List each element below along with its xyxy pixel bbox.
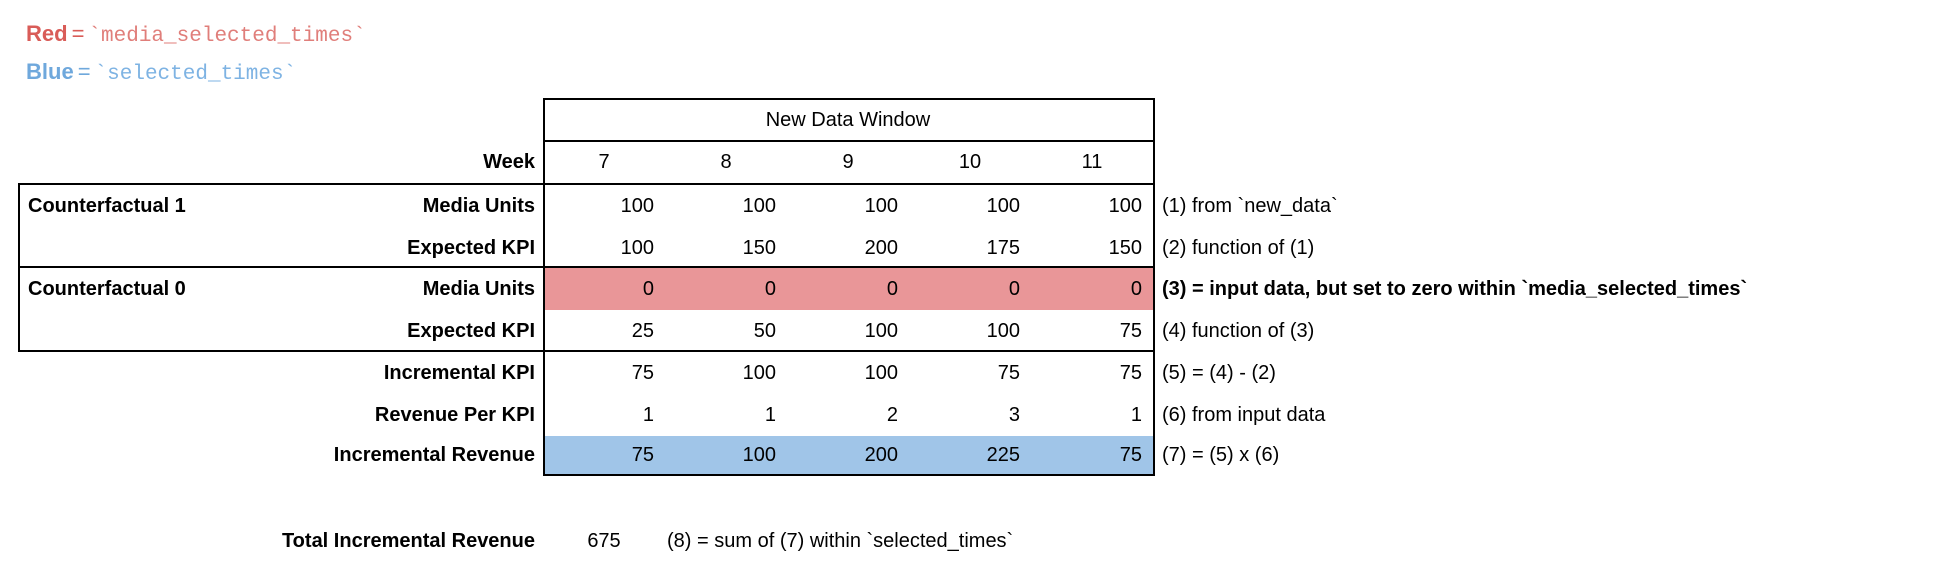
cell-value: 100	[620, 195, 654, 217]
table-row-incremental-revenue: Incremental Revenue 75 100 200 225 75 (7…	[0, 434, 1960, 476]
table-border-counterfactual0-bottom	[18, 350, 1155, 352]
cell-value: 1	[764, 404, 776, 426]
group-label-counterfactual-1: Counterfactual 1	[28, 195, 186, 217]
legend-red-term: Red	[26, 21, 68, 46]
cell-value: 100	[986, 195, 1020, 217]
cell-value: 175	[986, 237, 1020, 259]
total-label: Total Incremental Revenue	[281, 530, 535, 552]
week-column-header: 11	[1081, 151, 1103, 173]
cell-value: 75	[1119, 320, 1142, 342]
table-border-left-boxes	[18, 183, 20, 352]
table-border-data-right	[1153, 98, 1155, 476]
legend-red-code: `media_selected_times`	[88, 25, 366, 48]
table-row-revenue-per-kpi: Revenue Per KPI 1 1 2 3 1 (6) from input…	[0, 394, 1960, 436]
row-label: Expected KPI	[407, 320, 535, 342]
cell-value: 100	[986, 320, 1020, 342]
table-border-under-header	[543, 140, 1155, 142]
total-row: Total Incremental Revenue 675 (8) = sum …	[0, 520, 1960, 562]
cell-value: 0	[886, 278, 898, 300]
group-label-counterfactual-0: Counterfactual 0	[28, 278, 186, 300]
cell-value: 100	[742, 444, 776, 466]
cell-value: 100	[620, 237, 654, 259]
cell-value: 150	[1108, 237, 1142, 259]
cell-value: 3	[1008, 404, 1020, 426]
legend-red-equals: =	[71, 21, 85, 46]
total-note: (8) = sum of (7) within `selected_times`	[667, 530, 1014, 552]
table-row-media-units-cf1: Counterfactual 1 Media Units 100 100 100…	[0, 185, 1960, 227]
cell-value: 75	[1119, 362, 1142, 384]
table-row-expected-kpi-cf1: Expected KPI 100 150 200 175 150 (2) fun…	[0, 227, 1960, 269]
row-note: (4) function of (3)	[1162, 320, 1315, 342]
cell-value: 100	[864, 362, 898, 384]
legend-blue-line: Blue = `selected_times`	[26, 58, 296, 89]
week-column-header: 10	[958, 151, 982, 173]
cell-value: 50	[753, 320, 776, 342]
table-border-top	[543, 98, 1155, 100]
table-border-counterfactual0-top	[18, 266, 1155, 268]
cell-value: 100	[864, 320, 898, 342]
cell-value: 1	[642, 404, 654, 426]
cell-value: 150	[742, 237, 776, 259]
cell-value: 100	[1108, 195, 1142, 217]
cell-value: 75	[1119, 444, 1142, 466]
row-note: (7) = (5) x (6)	[1162, 444, 1280, 466]
table-row-incremental-kpi: Incremental KPI 75 100 100 75 75 (5) = (…	[0, 352, 1960, 394]
table-border-data-left	[543, 98, 545, 476]
cell-value: 2	[886, 404, 898, 426]
row-label: Expected KPI	[407, 237, 535, 259]
cell-value: 0	[1008, 278, 1020, 300]
cell-value: 100	[742, 195, 776, 217]
total-value: 675	[587, 530, 621, 552]
cell-value: 225	[986, 444, 1020, 466]
row-label: Incremental Revenue	[333, 444, 535, 466]
legend-blue-equals: =	[77, 59, 91, 84]
cell-value: 1	[1130, 404, 1142, 426]
row-label: Incremental KPI	[383, 362, 535, 384]
row-note: (2) function of (1)	[1162, 237, 1315, 259]
new-data-window-header: New Data Window	[765, 109, 931, 131]
cell-value: 25	[631, 320, 654, 342]
row-note: (6) from input data	[1162, 404, 1326, 426]
week-column-header: 7	[598, 151, 610, 173]
table-row-expected-kpi-cf0: Expected KPI 25 50 100 100 75 (4) functi…	[0, 310, 1960, 352]
row-label: Media Units	[422, 195, 535, 217]
legend-blue-term: Blue	[26, 59, 74, 84]
cell-value: 0	[764, 278, 776, 300]
cell-value: 75	[631, 362, 654, 384]
week-label: Week	[483, 151, 535, 173]
media-selected-times-highlight	[545, 268, 1153, 310]
row-note: (3) = input data, but set to zero within…	[1162, 278, 1748, 300]
row-note: (5) = (4) - (2)	[1162, 362, 1276, 384]
cell-value: 100	[742, 362, 776, 384]
cell-value: 0	[1130, 278, 1142, 300]
cell-value: 200	[864, 237, 898, 259]
week-column-header: 9	[842, 151, 854, 173]
week-column-header: 8	[720, 151, 732, 173]
cell-value: 75	[631, 444, 654, 466]
legend-red-line: Red = `media_selected_times`	[26, 20, 366, 51]
cell-value: 200	[864, 444, 898, 466]
row-label: Media Units	[422, 278, 535, 300]
cell-value: 75	[997, 362, 1020, 384]
table-border-under-week	[18, 183, 1155, 185]
row-note: (1) from `new_data`	[1162, 195, 1338, 217]
legend-blue-code: `selected_times`	[94, 63, 297, 86]
selected-times-highlight	[545, 436, 1153, 474]
table-border-bottom	[543, 474, 1155, 476]
table-row-media-units-cf0: Counterfactual 0 Media Units 0 0 0 0 0 (…	[0, 268, 1960, 310]
cell-value: 0	[642, 278, 654, 300]
row-label: Revenue Per KPI	[374, 404, 535, 426]
week-header-row: Week 7 8 9 10 11	[0, 141, 1960, 183]
cell-value: 100	[864, 195, 898, 217]
